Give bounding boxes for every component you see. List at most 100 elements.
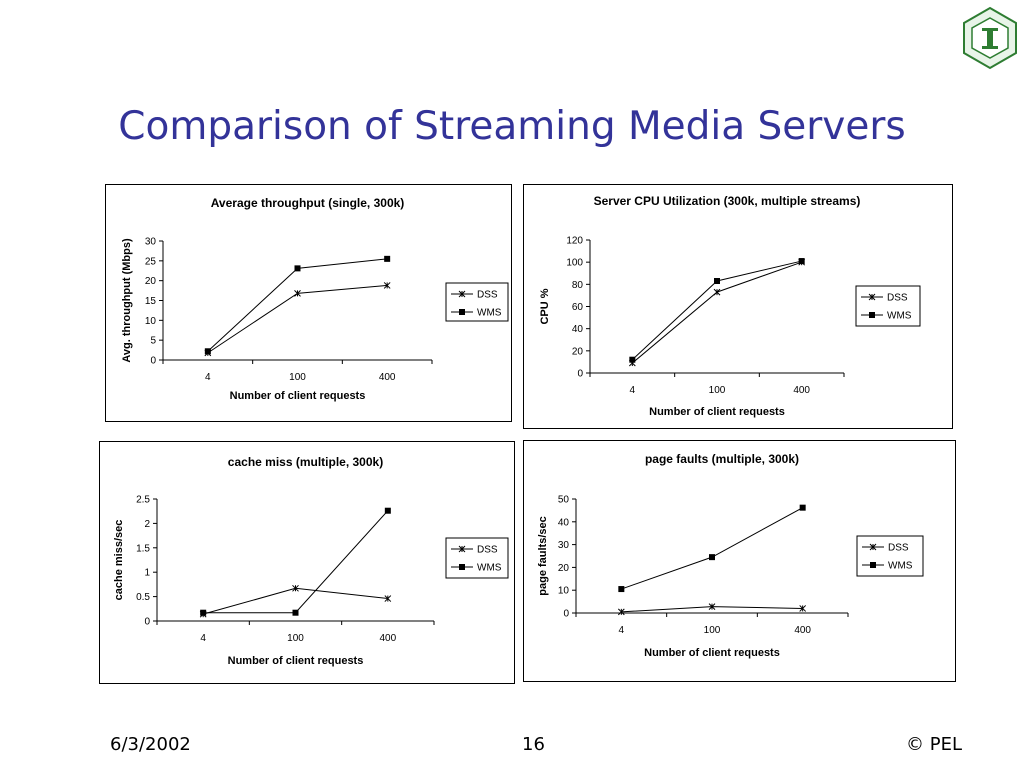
- y-axis-label: CPU %: [539, 288, 551, 324]
- data-point-wms: [200, 609, 207, 616]
- y-tick-label: 20: [572, 346, 584, 357]
- data-point-dss: [799, 605, 807, 612]
- x-axis-label: Number of client requests: [644, 647, 780, 659]
- chart-legend: [445, 282, 509, 322]
- cpu-chart: Server CPU Utilization (300k, multiple s…: [539, 194, 921, 418]
- y-axis-label: page faults/sec: [537, 516, 549, 595]
- footer-copyright: © PEL: [906, 734, 962, 755]
- x-axis-label: Number of client requests: [649, 406, 785, 418]
- y-tick-label: 100: [566, 258, 583, 269]
- series-line-wms: [207, 258, 388, 352]
- y-tick-label: 5: [150, 336, 156, 347]
- legend-label-dss: DSS: [887, 293, 908, 304]
- chart-title: page faults (multiple, 300k): [645, 452, 799, 466]
- legend-marker-dss: [868, 293, 876, 301]
- data-point-wms: [618, 586, 625, 593]
- series-line-wms: [631, 260, 802, 361]
- legend-label-dss: DSS: [477, 290, 498, 301]
- legend-label-dss: DSS: [888, 543, 909, 554]
- x-tick-label: 4: [205, 372, 211, 383]
- legend-label-dss: DSS: [477, 545, 498, 556]
- footer-page-number: 16: [522, 734, 545, 755]
- data-point-wms: [384, 255, 391, 262]
- y-tick-label: 30: [558, 540, 570, 551]
- data-point-wms: [629, 356, 636, 363]
- x-tick-label: 100: [704, 625, 721, 636]
- y-tick-label: 1: [144, 568, 150, 579]
- chart-panel-page-faults: page faults (multiple, 300k) 0 10 20 30 40 50 4…: [523, 440, 956, 682]
- data-point-wms: [714, 278, 720, 285]
- y-tick-label: 120: [566, 236, 583, 247]
- y-tick-label: 1.5: [136, 543, 150, 554]
- y-tick-label: 20: [145, 276, 157, 287]
- data-point-wms: [384, 507, 391, 514]
- data-point-dss: [708, 603, 716, 610]
- y-tick-label: 2.5: [136, 495, 150, 506]
- footer-date: 6/3/2002: [110, 734, 191, 755]
- y-tick-label: 0: [150, 356, 156, 367]
- y-axis-label: cache miss/sec: [113, 520, 125, 601]
- data-point-wms: [709, 554, 715, 561]
- y-tick-label: 0: [563, 609, 569, 620]
- y-tick-label: 10: [558, 586, 570, 597]
- y-tick-label: 80: [572, 280, 584, 291]
- data-point-dss: [617, 608, 625, 616]
- x-tick-label: 400: [793, 385, 810, 396]
- x-tick-label: 100: [289, 372, 306, 383]
- x-tick-label: 100: [709, 385, 726, 396]
- chart-title: cache miss (multiple, 300k): [228, 455, 383, 469]
- y-tick-label: 40: [572, 324, 584, 335]
- legend-marker-dss: [458, 290, 466, 298]
- x-tick-label: 400: [794, 625, 811, 636]
- chart-panel-throughput: Average throughput (single, 300k) 0 5 10 15 2…: [105, 184, 512, 422]
- x-tick-label: 4: [619, 625, 625, 636]
- y-tick-label: 0: [577, 369, 583, 380]
- data-point-dss: [383, 282, 391, 289]
- legend-marker-wms: [459, 309, 465, 315]
- chart-panel-cpu: Server CPU Utilization (300k, multiple s…: [523, 184, 953, 429]
- legend-marker-dss: [869, 543, 877, 551]
- slide-title: Comparison of Streaming Media Servers: [118, 104, 906, 149]
- data-point-dss: [384, 595, 392, 602]
- x-tick-label: 4: [630, 385, 636, 396]
- y-tick-label: 25: [145, 256, 157, 267]
- chart-legend: [445, 537, 509, 579]
- x-tick-label: 400: [379, 372, 396, 383]
- y-tick-label: 40: [558, 517, 570, 528]
- legend-marker-dss: [458, 545, 466, 553]
- data-point-wms: [799, 504, 806, 511]
- series-line-dss: [632, 261, 802, 364]
- chart-title: Average throughput (single, 300k): [211, 196, 405, 210]
- y-tick-label: 0: [144, 617, 150, 628]
- x-axis-label: Number of client requests: [228, 655, 364, 667]
- chart-panel-cache-miss: cache miss (multiple, 300k) 0 0.5 1 1.5 2 2.5 4…: [99, 441, 515, 684]
- y-axis-label: Avg. throughput (Mbps): [121, 238, 133, 363]
- data-point-wms: [292, 609, 299, 616]
- cache-miss-chart: cache miss (multiple, 300k) 0 0.5 1 1.5 2 2.5 4…: [113, 455, 509, 667]
- y-tick-label: 30: [145, 237, 157, 248]
- y-tick-label: 60: [572, 302, 584, 313]
- data-point-wms: [204, 348, 211, 355]
- page-faults-chart: page faults (multiple, 300k) 0 10 20 30 40 50 4…: [537, 452, 924, 659]
- chart-legend: [855, 285, 921, 327]
- legend-label-wms: WMS: [477, 308, 502, 319]
- chart-title: Server CPU Utilization (300k, multiple s…: [594, 194, 861, 208]
- series-line-wms: [621, 507, 803, 590]
- x-tick-label: 100: [287, 633, 304, 644]
- chart-legend: [856, 535, 924, 577]
- data-point-dss: [294, 290, 301, 297]
- pel-logo: [963, 6, 1017, 70]
- y-tick-label: 15: [145, 296, 157, 307]
- series-line-wms: [203, 510, 389, 614]
- data-point-wms: [294, 265, 301, 272]
- legend-label-wms: WMS: [477, 563, 502, 574]
- legend-marker-wms: [870, 562, 876, 568]
- x-tick-label: 400: [379, 633, 396, 644]
- legend-marker-wms: [869, 312, 875, 318]
- y-tick-label: 0.5: [136, 592, 150, 603]
- y-tick-label: 10: [145, 316, 157, 327]
- throughput-chart: Average throughput (single, 300k) 0 5 10 15 2…: [121, 196, 509, 402]
- data-point-wms: [798, 258, 805, 265]
- x-axis-label: Number of client requests: [230, 390, 366, 402]
- y-tick-label: 2: [144, 519, 150, 530]
